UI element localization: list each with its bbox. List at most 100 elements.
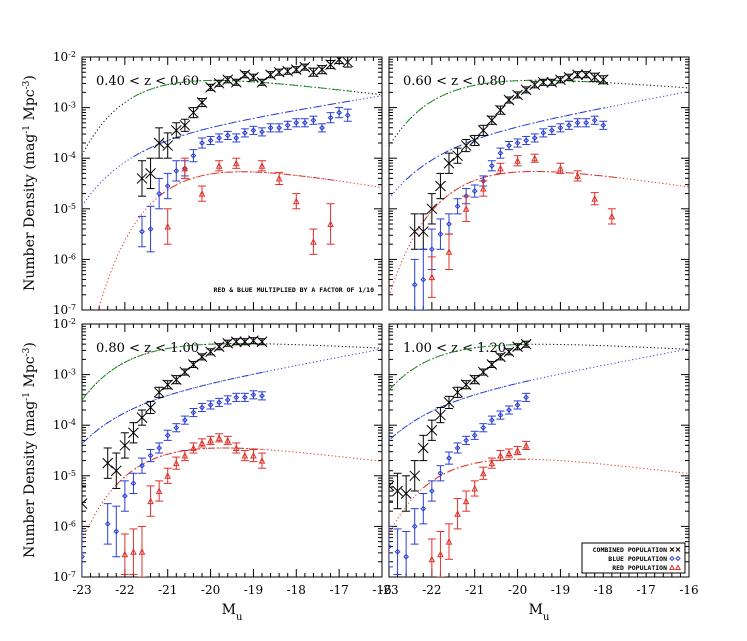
combined-point — [153, 386, 165, 398]
y-axis-label-bottom: Number Density (mag-1 Mpc-3) — [22, 342, 38, 558]
red-point — [215, 162, 223, 169]
blue-point — [164, 432, 171, 439]
legend-label: BLUE POPULATION — [608, 555, 667, 563]
red-point — [172, 459, 180, 467]
x-tick-label: -21 — [465, 583, 484, 597]
blue-point — [574, 119, 581, 126]
y-tick-label: 10-6 — [53, 519, 76, 534]
combined-point — [282, 65, 294, 77]
combined-point — [153, 137, 165, 149]
combined-point — [248, 71, 259, 83]
y-tick-label: 10-7 — [53, 570, 76, 585]
red-point — [232, 159, 240, 167]
y-tick-exponent: -5 — [68, 201, 76, 210]
legend-label: COMBINED POPULATION — [593, 546, 667, 554]
combined-point — [102, 457, 114, 469]
x-tick-label: -22 — [115, 583, 134, 597]
blue-fit-dotted — [389, 348, 689, 441]
blue-point — [446, 455, 452, 461]
blue-point — [506, 407, 512, 413]
combined-point — [239, 69, 251, 81]
blue-point — [591, 117, 598, 124]
blue-point — [480, 424, 487, 431]
red-point — [462, 497, 470, 505]
blue-point — [207, 137, 214, 144]
red-point — [250, 451, 257, 459]
blue-point — [199, 140, 205, 146]
y-tick-label: 10-6 — [53, 252, 76, 267]
combined-point — [426, 424, 438, 436]
blue-point — [233, 135, 240, 141]
y-axis-label-bottom-end: ) — [22, 342, 38, 347]
red-point — [514, 157, 521, 164]
combined-point — [495, 351, 506, 363]
y-axis-label-bottom-mid: Mpc — [22, 356, 38, 392]
blue-point — [82, 553, 85, 560]
blue-point — [471, 188, 478, 194]
legend-marker-triangle — [668, 564, 676, 570]
blue-point — [523, 394, 530, 401]
x-tick-label: -16 — [679, 583, 698, 597]
red-point — [130, 548, 137, 555]
blue-point — [224, 132, 231, 139]
y-axis-label-top-sup1: -1 — [22, 125, 32, 134]
y-tick-base: 10 — [53, 202, 68, 216]
x-tick-label: -17 — [329, 583, 348, 597]
blue-point — [233, 394, 240, 401]
y-tick-label: 10-3 — [53, 100, 76, 115]
red-point — [181, 164, 189, 172]
combined-point — [342, 57, 354, 68]
panel-plot-area — [82, 335, 382, 577]
blue-point — [428, 488, 435, 494]
red-point — [147, 497, 154, 505]
y-axis-label-top-main: Number Density (mag — [22, 134, 38, 291]
combined-point — [469, 374, 481, 386]
red-point — [164, 222, 172, 230]
x-tick-label: -19 — [244, 583, 263, 597]
red-point — [488, 459, 496, 467]
y-axis-label-top-end: ) — [22, 75, 38, 80]
blue-point — [420, 276, 427, 283]
blue-point — [319, 124, 325, 131]
combined-point — [572, 69, 583, 81]
y-axis-label-bottom-sup2: -3 — [22, 347, 32, 356]
combined-point — [110, 465, 122, 477]
red-point — [241, 451, 249, 459]
legend-marker-triangle — [674, 564, 682, 570]
red-point — [224, 436, 232, 444]
blue-point — [506, 142, 512, 149]
blue-point — [428, 246, 435, 253]
red-point — [428, 273, 436, 281]
combined-point — [230, 336, 242, 348]
blue-point — [301, 119, 308, 126]
blue-point — [411, 281, 418, 288]
x-tick-label: -19 — [551, 583, 570, 597]
combined-fit-dotted — [389, 79, 689, 147]
combined-point — [136, 412, 148, 423]
combined-point — [128, 427, 139, 439]
panel-2: 0.60 < z < 0.80 — [388, 56, 690, 311]
panel-plot-area — [389, 338, 689, 577]
panel-title: 0.40 < z < 0.60 — [96, 74, 199, 89]
x-axis-label-right-main: M — [529, 602, 543, 618]
red-point — [445, 248, 453, 255]
combined-point — [273, 66, 285, 78]
combined-point — [443, 157, 455, 169]
red-fit-dotted — [389, 458, 689, 535]
blue-point — [173, 424, 180, 431]
red-point — [471, 484, 479, 492]
combined-point — [170, 374, 182, 386]
blue-point — [600, 122, 607, 129]
blue-fit-dotted — [389, 91, 689, 199]
multiplier-note: RED & BLUE MULTIPLIED BY A FACTOR OF 1/1… — [214, 286, 375, 294]
blue-point — [403, 553, 410, 560]
red-point — [258, 162, 266, 169]
red-point — [497, 164, 504, 172]
y-tick-exponent: -2 — [68, 50, 76, 59]
red-point — [428, 555, 436, 563]
blue-point — [497, 412, 504, 418]
combined-point — [333, 57, 345, 65]
combined-point — [196, 351, 208, 363]
red-fit-dotted — [97, 171, 382, 310]
combined-point — [316, 64, 328, 76]
